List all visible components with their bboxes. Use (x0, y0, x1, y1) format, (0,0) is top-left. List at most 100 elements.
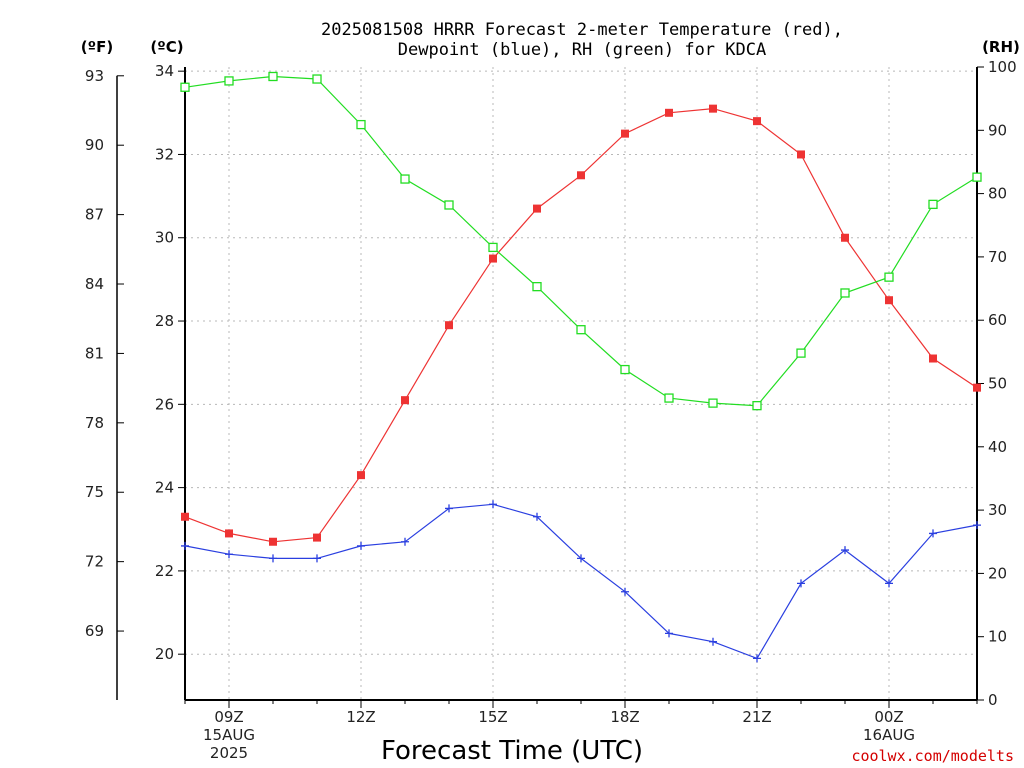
dewpoint-point (357, 541, 365, 550)
temperature-point (489, 254, 497, 263)
celsius-unit-label: (ºC) (150, 38, 183, 56)
celsius-tick-label: 30 (155, 229, 174, 247)
rh-tick-label: 30 (988, 501, 1007, 519)
rh-point (576, 325, 586, 335)
rh-point (356, 119, 366, 130)
temperature-point (225, 529, 233, 538)
rh-point (796, 348, 806, 358)
temperature-point (357, 471, 365, 480)
celsius-tick-label: 24 (155, 479, 174, 497)
rh-tick-label: 10 (988, 628, 1007, 646)
dewpoint-point (445, 504, 453, 513)
temperature-point (533, 204, 541, 213)
rh-point (180, 82, 190, 92)
x-tick-label: 00Z (874, 708, 903, 726)
celsius-tick-label: 22 (155, 562, 174, 580)
celsius-tick-label: 20 (155, 645, 174, 663)
temperature-point (269, 537, 277, 546)
fahrenheit-tick-label: 75 (85, 483, 104, 501)
rh-tick-label: 80 (988, 185, 1007, 203)
rh-point (224, 76, 234, 86)
temperature-point (709, 104, 717, 113)
fahrenheit-tick-label: 69 (85, 622, 104, 640)
rh-point (884, 272, 894, 282)
rh-point (664, 393, 674, 403)
dewpoint-point (885, 579, 893, 588)
dewpoint-point (225, 550, 233, 559)
rh-point (708, 398, 718, 408)
x-axis-label: Forecast Time (UTC) (381, 736, 643, 766)
dewpoint-point (797, 579, 805, 588)
fahrenheit-tick-label: 78 (85, 414, 104, 432)
temperature-point (753, 117, 761, 126)
credit-text: coolwx.com/modelts (851, 747, 1014, 765)
chart-title-line1: 2025081508 HRRR Forecast 2-meter Tempera… (321, 20, 843, 40)
celsius-tick-label: 32 (155, 145, 174, 163)
fahrenheit-tick-label: 81 (85, 344, 104, 362)
rh-point (840, 288, 850, 298)
temperature-point (445, 321, 453, 330)
rh-tick-label: 70 (988, 248, 1007, 266)
rh-point (268, 71, 278, 82)
rh-point (488, 242, 498, 253)
x-tick-label: 18Z (610, 708, 639, 726)
rh-point (312, 74, 322, 84)
dewpoint-point (577, 554, 585, 563)
temperature-point (841, 233, 849, 242)
temperature-point (621, 129, 629, 138)
dewpoint-point (665, 629, 673, 638)
x-tick-label: 15Z (478, 708, 507, 726)
dewpoint-point (313, 554, 321, 563)
rh-tick-label: 20 (988, 564, 1007, 582)
dewpoint-point (753, 654, 761, 663)
x-tick-label: 16AUG (863, 726, 915, 744)
rh-point (620, 364, 630, 375)
fahrenheit-tick-label: 93 (85, 67, 104, 85)
dewpoint-point (709, 637, 717, 646)
temperature-point (929, 354, 937, 363)
dewpoint-point (973, 521, 981, 530)
celsius-tick-label: 34 (155, 62, 174, 80)
dewpoint-point (533, 512, 541, 521)
dewpoint-point (181, 541, 189, 550)
temperature-point (401, 396, 409, 405)
dewpoint-point (401, 537, 409, 546)
dewpoint-line (184, 503, 978, 660)
dewpoint-point (489, 500, 497, 509)
chart-title-line2: Dewpoint (blue), RH (green) for KDCA (398, 40, 766, 60)
rh-tick-label: 100 (988, 58, 1017, 76)
x-tick-label: 2025 (210, 744, 248, 762)
rh-point (444, 200, 454, 210)
rh-point (532, 282, 542, 292)
dewpoint-point (841, 546, 849, 555)
dewpoint-point (269, 554, 277, 563)
rh-tick-label: 0 (988, 691, 998, 709)
rh-tick-label: 40 (988, 438, 1007, 456)
x-tick-label: 21Z (742, 708, 771, 726)
rh-point (752, 401, 762, 411)
fahrenheit-tick-label: 87 (85, 206, 104, 224)
fahrenheit-unit-label: (ºF) (81, 38, 113, 56)
dewpoint-point (929, 529, 937, 538)
celsius-tick-label: 28 (155, 312, 174, 330)
rh-point (972, 172, 982, 182)
rh-tick-label: 90 (988, 121, 1007, 139)
dewpoint-point (621, 587, 629, 596)
x-tick-label: 09Z (214, 708, 243, 726)
rh-tick-label: 60 (988, 311, 1007, 329)
celsius-tick-label: 26 (155, 395, 174, 413)
fahrenheit-tick-label: 84 (85, 275, 104, 293)
temperature-point (973, 383, 981, 392)
x-tick-label: 12Z (346, 708, 375, 726)
temperature-point (181, 512, 189, 521)
temperature-point (797, 150, 805, 159)
rh-line (184, 75, 978, 407)
temperature-point (665, 108, 673, 117)
rh-point (928, 199, 938, 210)
axes: 69 72 75 78 81 84 87 90 93 20 22 24 26 28 30 32 34 0 10 20 3… (85, 58, 1017, 762)
grid-lines (185, 67, 977, 700)
temperature-point (577, 171, 585, 180)
rh-unit-label: (RH) (982, 38, 1020, 56)
fahrenheit-tick-label: 72 (85, 553, 104, 571)
